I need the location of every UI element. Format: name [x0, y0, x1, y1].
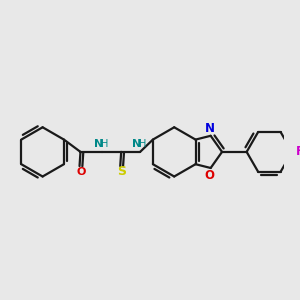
Text: N: N — [132, 139, 141, 149]
Text: H: H — [139, 139, 147, 149]
Text: O: O — [205, 169, 215, 182]
Text: H: H — [101, 139, 109, 149]
Text: F: F — [296, 146, 300, 158]
Text: N: N — [205, 122, 215, 135]
Text: N: N — [94, 139, 103, 149]
Text: S: S — [117, 165, 126, 178]
Text: O: O — [76, 167, 86, 177]
